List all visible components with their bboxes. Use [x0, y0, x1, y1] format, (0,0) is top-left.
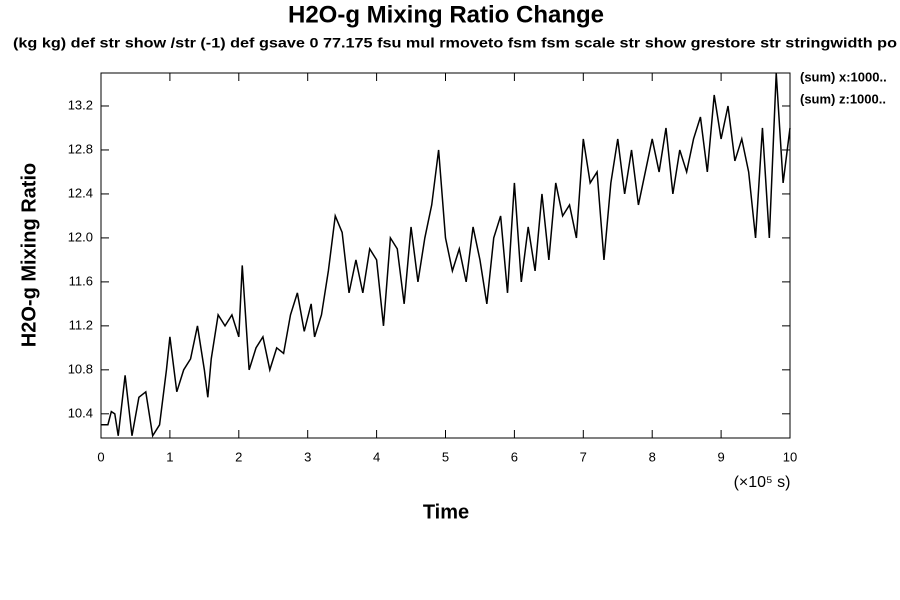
- x-tick-label: 6: [511, 449, 518, 464]
- x-tick-label: 8: [649, 449, 656, 464]
- y-tick-label: 12.8: [68, 141, 93, 156]
- y-tick-label: 13.2: [68, 97, 93, 112]
- x-tick-label: 1: [166, 449, 173, 464]
- y-axis-title: H2O-g Mixing Ratio: [18, 163, 40, 347]
- x-tick-label: 2: [235, 449, 242, 464]
- x-tick-label: 5: [442, 449, 449, 464]
- chart-subtitle: (kg kg) def str show /str (-1) def gsave…: [13, 36, 897, 51]
- x-tick-label: 9: [717, 449, 724, 464]
- y-tick-label: 10.8: [68, 361, 93, 376]
- y-tick-label: 12.0: [68, 229, 93, 244]
- x-tick-label: 3: [304, 449, 311, 464]
- x-tick-label: 10: [783, 449, 797, 464]
- x-axis-unit: (×10⁵ s): [734, 474, 791, 491]
- y-tick-label: 10.4: [68, 405, 93, 420]
- y-tick-label: 11.6: [69, 273, 93, 288]
- annotation: (sum) x:1000..: [800, 69, 887, 84]
- x-tick-label: 0: [97, 449, 104, 464]
- data-line: [101, 72, 791, 438]
- x-axis-title: Time: [423, 501, 469, 523]
- y-tick-label: 11.2: [69, 317, 93, 332]
- chart-title: H2O-g Mixing Ratio Change: [288, 1, 604, 28]
- x-tick-label: 7: [580, 449, 587, 464]
- annotation: (sum) z:1000..: [800, 91, 886, 106]
- x-tick-label: 4: [373, 449, 380, 464]
- y-tick-label: 12.4: [68, 185, 93, 200]
